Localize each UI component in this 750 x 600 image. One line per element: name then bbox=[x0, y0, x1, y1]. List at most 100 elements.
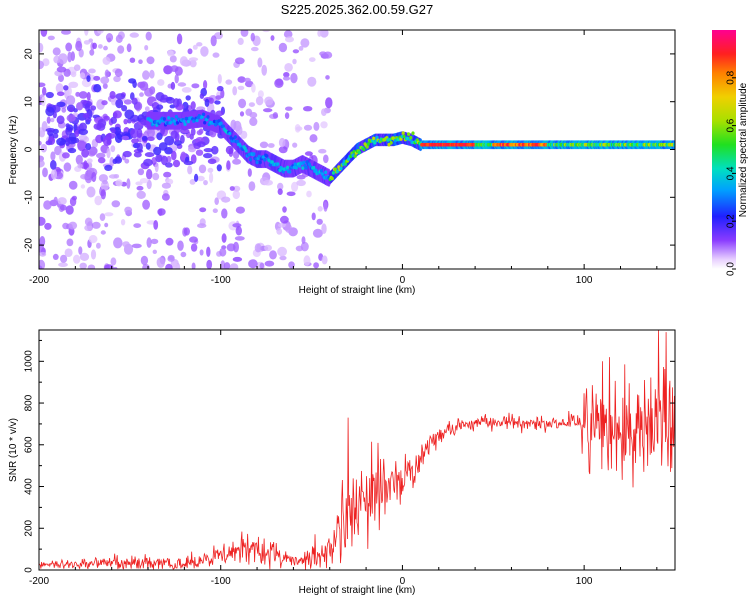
spectrogram-noise-cell bbox=[300, 241, 309, 252]
spectrogram-ridge-core bbox=[228, 131, 232, 136]
spectrogram-noise-cell bbox=[278, 222, 287, 228]
spectrogram-noise-cell bbox=[307, 76, 317, 87]
spectrogram-ridge-core bbox=[167, 116, 171, 120]
spectrogram-noise-cell bbox=[264, 244, 272, 252]
spectrogram-noise-cell bbox=[174, 66, 183, 76]
spectrogram-noise-cell bbox=[296, 179, 306, 187]
spectrogram-noise-cell bbox=[177, 82, 187, 87]
spectrogram-noise-cell bbox=[323, 154, 329, 164]
spectrogram-cluster-cell bbox=[115, 93, 126, 100]
spectrogram-noise-cell bbox=[240, 130, 248, 139]
spectrogram-cluster-cell bbox=[170, 130, 178, 139]
spectrogram-noise-cell bbox=[117, 45, 125, 54]
spectrogram-noise-cell bbox=[264, 260, 275, 267]
spectrogram-noise-cell bbox=[237, 85, 245, 91]
spectrogram-cluster-cell bbox=[103, 115, 110, 121]
spectrogram-ridge-core bbox=[314, 168, 318, 173]
spectrogram-ridge-core bbox=[221, 124, 225, 129]
snr-x-tick-label: 0 bbox=[400, 576, 406, 587]
spectrogram-noise-cell bbox=[199, 207, 207, 213]
spectrogram-ridge-core bbox=[294, 165, 298, 170]
spectrogram-noise-cell bbox=[219, 247, 227, 257]
snr-x-tick-label: 100 bbox=[576, 576, 593, 587]
spectrogram-noise-cell bbox=[263, 108, 273, 113]
spectrogram-noise-cell bbox=[189, 236, 198, 243]
spectrogram-ridge-core bbox=[203, 120, 207, 125]
spectrogram-noise-cell bbox=[198, 164, 207, 174]
spectrogram-cluster-cell bbox=[131, 97, 138, 105]
spectrogram-y-tick-label: 20 bbox=[24, 48, 35, 60]
spectrogram-ridge-core bbox=[174, 114, 178, 119]
spectrogram-cluster-cell bbox=[190, 101, 196, 110]
spectrogram-cluster-cell bbox=[196, 141, 206, 148]
spectrogram-noise-cell bbox=[180, 251, 187, 258]
spectrogram-ridge-core bbox=[336, 169, 340, 174]
spectrogram-noise-cell bbox=[131, 243, 142, 249]
colorbar-tick-label: 0.6 bbox=[726, 118, 737, 132]
spectrogram-noise-cell bbox=[248, 102, 255, 107]
spectrogram-ridge-core bbox=[312, 165, 316, 170]
spectrogram-x-tick-label: 100 bbox=[576, 275, 593, 286]
spectrogram-cluster-cell bbox=[139, 81, 149, 91]
spectrogram-noise-cell bbox=[123, 99, 132, 105]
spectrogram-noise-cell bbox=[196, 175, 205, 182]
spectrogram-noise-cell bbox=[149, 69, 155, 79]
spectrogram-noise-cell bbox=[146, 179, 152, 190]
spectrogram-noise-cell bbox=[124, 158, 130, 164]
spectrogram-noise-cell bbox=[126, 43, 132, 53]
spectrogram-noise-cell bbox=[41, 121, 48, 132]
spectrogram-noise-cell bbox=[274, 78, 284, 89]
spectrogram-cluster-cell bbox=[46, 116, 51, 124]
snr-y-tick-label: 600 bbox=[24, 436, 35, 453]
spectrogram-cluster-cell bbox=[189, 133, 194, 140]
spectrogram-noise-cell bbox=[98, 44, 103, 49]
spectrogram-noise-cell bbox=[292, 58, 297, 65]
spectrogram-noise-cell bbox=[313, 262, 319, 269]
spectrogram-noise-cell bbox=[126, 178, 131, 189]
spectrogram-noise-cell bbox=[91, 171, 97, 183]
spectrogram-noise-cell bbox=[221, 208, 228, 219]
spectrogram-noise-cell bbox=[285, 36, 294, 43]
colorbar-gradient bbox=[712, 30, 736, 269]
spectrogram-noise-cell bbox=[283, 30, 293, 39]
spectrogram-noise-cell bbox=[165, 237, 174, 246]
spectrogram-noise-cell bbox=[203, 180, 208, 186]
spectrogram-noise-cell bbox=[154, 162, 159, 173]
spectrogram-cluster-cell bbox=[86, 91, 91, 101]
spectrogram-noise-cell bbox=[303, 255, 311, 266]
spectrogram-noise-cell bbox=[309, 57, 316, 62]
spectrogram-noise-cell bbox=[207, 167, 214, 173]
spectrogram-noise-cell bbox=[70, 71, 77, 78]
spectrogram-noise-cell bbox=[54, 145, 62, 156]
spectrogram-noise-cell bbox=[323, 201, 328, 212]
spectrogram-noise-cell bbox=[197, 223, 207, 229]
spectrogram-noise-cell bbox=[248, 259, 258, 269]
spectrogram-ridge-core bbox=[401, 131, 405, 135]
spectrogram-noise-cell bbox=[283, 72, 290, 78]
spectrogram-noise-cell bbox=[115, 179, 123, 187]
spectrogram-noise-cell bbox=[79, 72, 86, 79]
spectrogram-y-tick-label: -10 bbox=[24, 190, 35, 205]
spectrogram-noise-cell bbox=[71, 195, 77, 201]
spectrogram-noise-cell bbox=[244, 77, 251, 83]
spectrogram-y-tick-label: 10 bbox=[24, 96, 35, 108]
spectrogram-ridge-core bbox=[387, 142, 391, 147]
spectrogram-cluster-cell bbox=[80, 99, 88, 105]
spectrogram-noise-cell bbox=[240, 30, 249, 37]
spectrogram-ridge-core bbox=[301, 166, 305, 170]
spectrogram-noise-cell bbox=[133, 223, 142, 229]
spectrogram-noise-cell bbox=[110, 97, 117, 106]
spectrogram-cluster-cell bbox=[112, 110, 122, 119]
spectrogram-noise-cell bbox=[249, 112, 258, 119]
spectrogram-ridge-core bbox=[265, 154, 269, 158]
spectrogram-noise-cell bbox=[272, 112, 278, 119]
spectrogram-ridge-core bbox=[302, 160, 306, 165]
spectrogram-noise-cell bbox=[115, 34, 123, 43]
spectrogram-ridge-core bbox=[255, 160, 259, 165]
spectrogram-ridge-core bbox=[252, 152, 256, 156]
snr-panel: -200 -100 0 100 0 200 400 600 800 1000 Height of… bbox=[8, 329, 676, 596]
spectrogram-noise-cell bbox=[79, 252, 90, 261]
spectrogram-noise-cell bbox=[298, 46, 304, 51]
spectrogram-ridge-core bbox=[389, 141, 393, 145]
spectrogram-noise-cell bbox=[254, 243, 262, 253]
